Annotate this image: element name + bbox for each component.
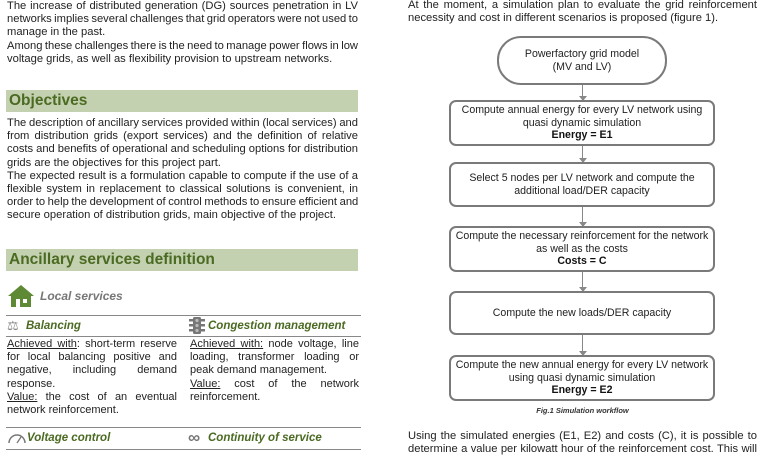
arrow-connector [578, 207, 587, 227]
workflow-step-6: Compute the new annual energy for every … [449, 355, 715, 401]
continuity-title: Continuity of service [208, 432, 322, 444]
text-line: negative, including demand [7, 364, 177, 377]
right-outro-paragraph: Using the simulated energies (E1, E2) an… [408, 430, 757, 456]
achieved-label: Achieved with: [190, 338, 264, 350]
workflow-step-4: Compute the necessary reinforcement for … [449, 226, 715, 272]
step-text: (MV and LV) [552, 60, 612, 73]
workflow-step-2: Compute annual energy for every LV netwo… [449, 100, 715, 146]
step-text: Compute the new loads/DER capacity [492, 306, 672, 319]
balancing-title: Balancing [26, 320, 81, 332]
arrow-connector [578, 146, 587, 163]
text-line: secure operation of distribution grids, … [7, 209, 336, 222]
arrow-connector [578, 335, 587, 356]
intro-paragraph: The increase of distributed generation (… [7, 0, 358, 66]
workflow-step-1: Powerfactory grid model (MV and LV) [497, 36, 667, 85]
right-intro-paragraph: At the moment, a simulation plan to eval… [408, 0, 757, 25]
value-label: Value: [190, 377, 221, 390]
divider [6, 427, 361, 428]
step-result: Energy = E1 [551, 129, 613, 142]
step-text: Compute annual energy for every LV netwo… [461, 104, 703, 117]
voltage-control-title: Voltage control [27, 432, 111, 444]
step-text: additional load/DER capacity [514, 184, 650, 197]
gauge-icon [8, 434, 26, 444]
divider [6, 336, 361, 337]
text: node voltage, line [263, 338, 359, 350]
step-text: Select 5 nodes per LV network and comput… [469, 172, 695, 184]
text-line: reinforcement. [190, 390, 261, 403]
text-line: costs and benefits of operational and sc… [7, 143, 358, 156]
arrow-connector [578, 85, 587, 101]
ancillary-heading: Ancillary services definition [6, 249, 358, 271]
text-line: manage in the past. [7, 26, 106, 39]
text: cost of the network [220, 377, 359, 390]
congestion-description: Achieved with: node voltage, line loadin… [190, 338, 359, 404]
step-text: Powerfactory grid model [524, 48, 640, 60]
text-line: grids are the objectives for this projec… [7, 156, 221, 169]
workflow-step-5: Compute the new loads/DER capacity [449, 291, 715, 335]
text-line: network reinforcement. [7, 404, 119, 417]
balance-scale-icon: ⚖ [7, 318, 19, 333]
workflow-step-3: Select 5 nodes per LV network and comput… [449, 162, 715, 207]
value-label: Value: [7, 390, 38, 403]
text-line: networks implies several challenges that… [7, 13, 358, 26]
arrow-connector [578, 272, 587, 292]
text-line: voltage grids, as well as flexibility pr… [7, 52, 333, 65]
figure-caption: Fig.1 Simulation workflow [536, 406, 629, 415]
objectives-heading: Objectives [6, 90, 358, 112]
text-line: for local balancing positive and [7, 351, 177, 364]
infinity-icon: ∞ [188, 428, 201, 447]
text-line: flexible system in replacement to classi… [7, 183, 358, 196]
text-line: necessity and cost in different scenario… [408, 12, 719, 25]
divider [6, 315, 361, 316]
step-text: using quasi dynamic simulation [508, 371, 656, 384]
text: : short-term reserve [76, 338, 177, 350]
text-line: loading, transformer loading or [190, 351, 359, 364]
text-line: Using the simulated energies (E1, E2) an… [408, 430, 757, 442]
text-line: At the moment, a simulation plan to eval… [408, 0, 757, 11]
text-line: The increase of distributed generation (… [7, 0, 358, 12]
balancing-description: Achieved with: short-term reserve for lo… [7, 338, 177, 417]
congestion-title: Congestion management [208, 320, 346, 332]
house-icon [8, 285, 34, 307]
step-text: Compute the new annual energy for every … [455, 359, 709, 372]
local-services-label: Local services [40, 289, 123, 303]
text-line: Among these challenges there is the need… [7, 39, 358, 52]
text-line: from distribution grids (export services… [7, 130, 358, 143]
step-text: quasi dynamic simulation [522, 116, 642, 129]
achieved-label: Achieved with [7, 338, 77, 350]
text-line: order to help the development of control… [7, 196, 358, 209]
text-line: response. [7, 377, 56, 390]
text-line: The expected result is a formulation cap… [7, 169, 358, 182]
objectives-paragraph: The description of ancillary services pr… [7, 117, 358, 223]
text-line: The description of ancillary services pr… [7, 117, 358, 129]
text-line: peak demand management. [190, 364, 327, 377]
step-text: Compute the necessary reinforcement for … [455, 230, 709, 243]
step-result: Costs = C [557, 255, 607, 268]
step-text: as well as the costs [536, 242, 628, 255]
traffic-light-icon [189, 317, 205, 334]
text: the cost of an eventual [37, 390, 177, 403]
step-result: Energy = E2 [551, 384, 613, 397]
